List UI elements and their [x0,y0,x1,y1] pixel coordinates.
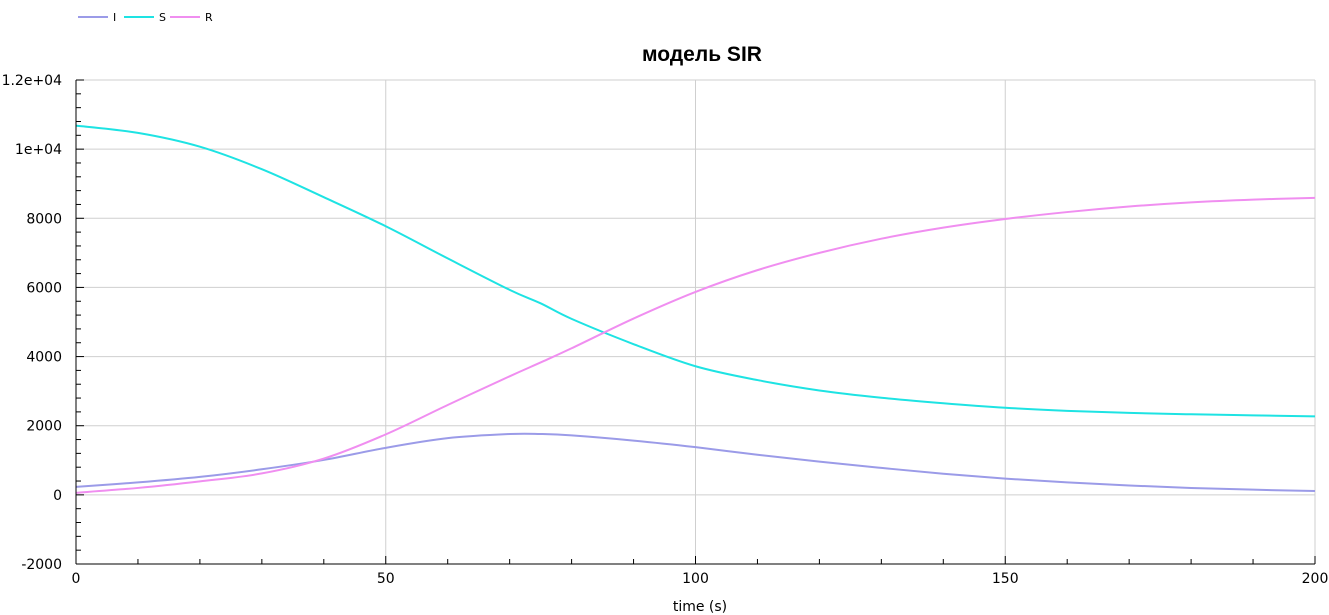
x-axis-label: time (s) [673,599,727,615]
series-line-I [75,432,1316,493]
grid [76,79,1316,564]
x-tick-labels: 0 50 100 150 200 [72,571,1329,587]
y-tick-label: 6000 [26,280,62,296]
series-layer [75,124,1316,494]
x-tick-label: 150 [992,571,1019,587]
chart-title: модель SIR [642,43,762,66]
x-tick-label: 50 [377,571,395,587]
y-tick-label: -2000 [21,557,62,573]
y-tick-labels: -2000 0 2000 4000 6000 8000 1e+04 1.2e+04 [2,73,63,573]
x-tick-label: 100 [682,571,709,587]
x-tick-label: 0 [72,571,81,587]
series-line-R [75,196,1316,494]
x-tick-label: 200 [1302,571,1329,587]
y-tick-label: 4000 [26,350,62,366]
y-tick-label: 2000 [26,419,62,435]
legend-label-S: S [159,11,166,24]
series-line-S [75,124,1316,418]
y-tick-label: 1.2e+04 [2,73,63,89]
y-tick-label: 8000 [26,211,62,227]
axes [75,80,1315,565]
y-tick-label: 1e+04 [15,142,62,158]
y-tick-label: 0 [53,488,62,504]
legend-label-R: R [205,11,213,24]
legend-label-I: I [113,11,116,24]
minor-ticks [75,79,1316,565]
